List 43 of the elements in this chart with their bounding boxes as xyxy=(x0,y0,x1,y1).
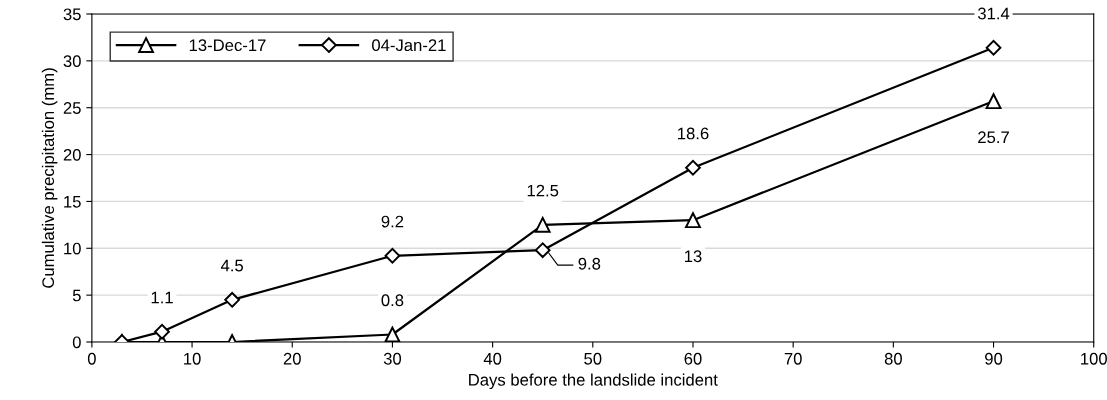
x-tick-label: 30 xyxy=(383,352,402,365)
x-tick-label: 70 xyxy=(784,352,802,365)
y-tick-label: 30 xyxy=(63,55,81,68)
point xyxy=(224,291,240,308)
point xyxy=(685,159,701,176)
y-tick-label: 5 xyxy=(72,289,81,302)
data-label: 1.1 xyxy=(151,291,173,304)
x-tick-label: 0 xyxy=(87,352,96,365)
point xyxy=(534,216,551,233)
legend-label: 13-Dec-17 xyxy=(189,39,266,52)
y-tick-label: 20 xyxy=(63,148,81,161)
point xyxy=(534,242,551,258)
x-tick-label: 20 xyxy=(283,352,301,365)
x-tick-label: 50 xyxy=(584,352,602,365)
point xyxy=(985,39,1002,56)
data-label: 9.2 xyxy=(381,215,404,228)
data-label: 31.4 xyxy=(977,7,1010,20)
y-tick-label: 25 xyxy=(63,102,81,114)
x-tick-label: 100 xyxy=(1081,352,1107,365)
legend-label: 04-Jan-21 xyxy=(372,39,446,52)
point xyxy=(384,247,401,264)
x-tick-label: 90 xyxy=(985,352,1003,365)
y-tick-label: 0 xyxy=(72,336,81,349)
y-tick-label: 35 xyxy=(63,8,81,21)
data-label: 13 xyxy=(684,250,702,263)
data-label: 0.8 xyxy=(381,294,404,307)
x-axis-title: Days before the landslide incident xyxy=(469,373,718,390)
x-tick-label: 10 xyxy=(184,352,201,365)
point xyxy=(685,212,701,229)
y-axis-title: Cumulative precipitation (mm) xyxy=(41,68,58,288)
point xyxy=(985,93,1002,110)
x-tick-label: 80 xyxy=(884,352,902,365)
data-label: 12.5 xyxy=(527,184,559,197)
point xyxy=(384,326,401,342)
y-tick-label: 10 xyxy=(64,242,81,255)
x-tick-label: 60 xyxy=(684,352,702,365)
point xyxy=(154,323,170,340)
data-label: 9.8 xyxy=(578,257,601,270)
data-label: 25.7 xyxy=(978,131,1009,144)
y-tick-label: 15 xyxy=(64,196,81,208)
x-tick-label: 40 xyxy=(483,352,502,365)
data-label: 18.6 xyxy=(678,127,709,140)
data-label: 4.5 xyxy=(220,259,244,272)
